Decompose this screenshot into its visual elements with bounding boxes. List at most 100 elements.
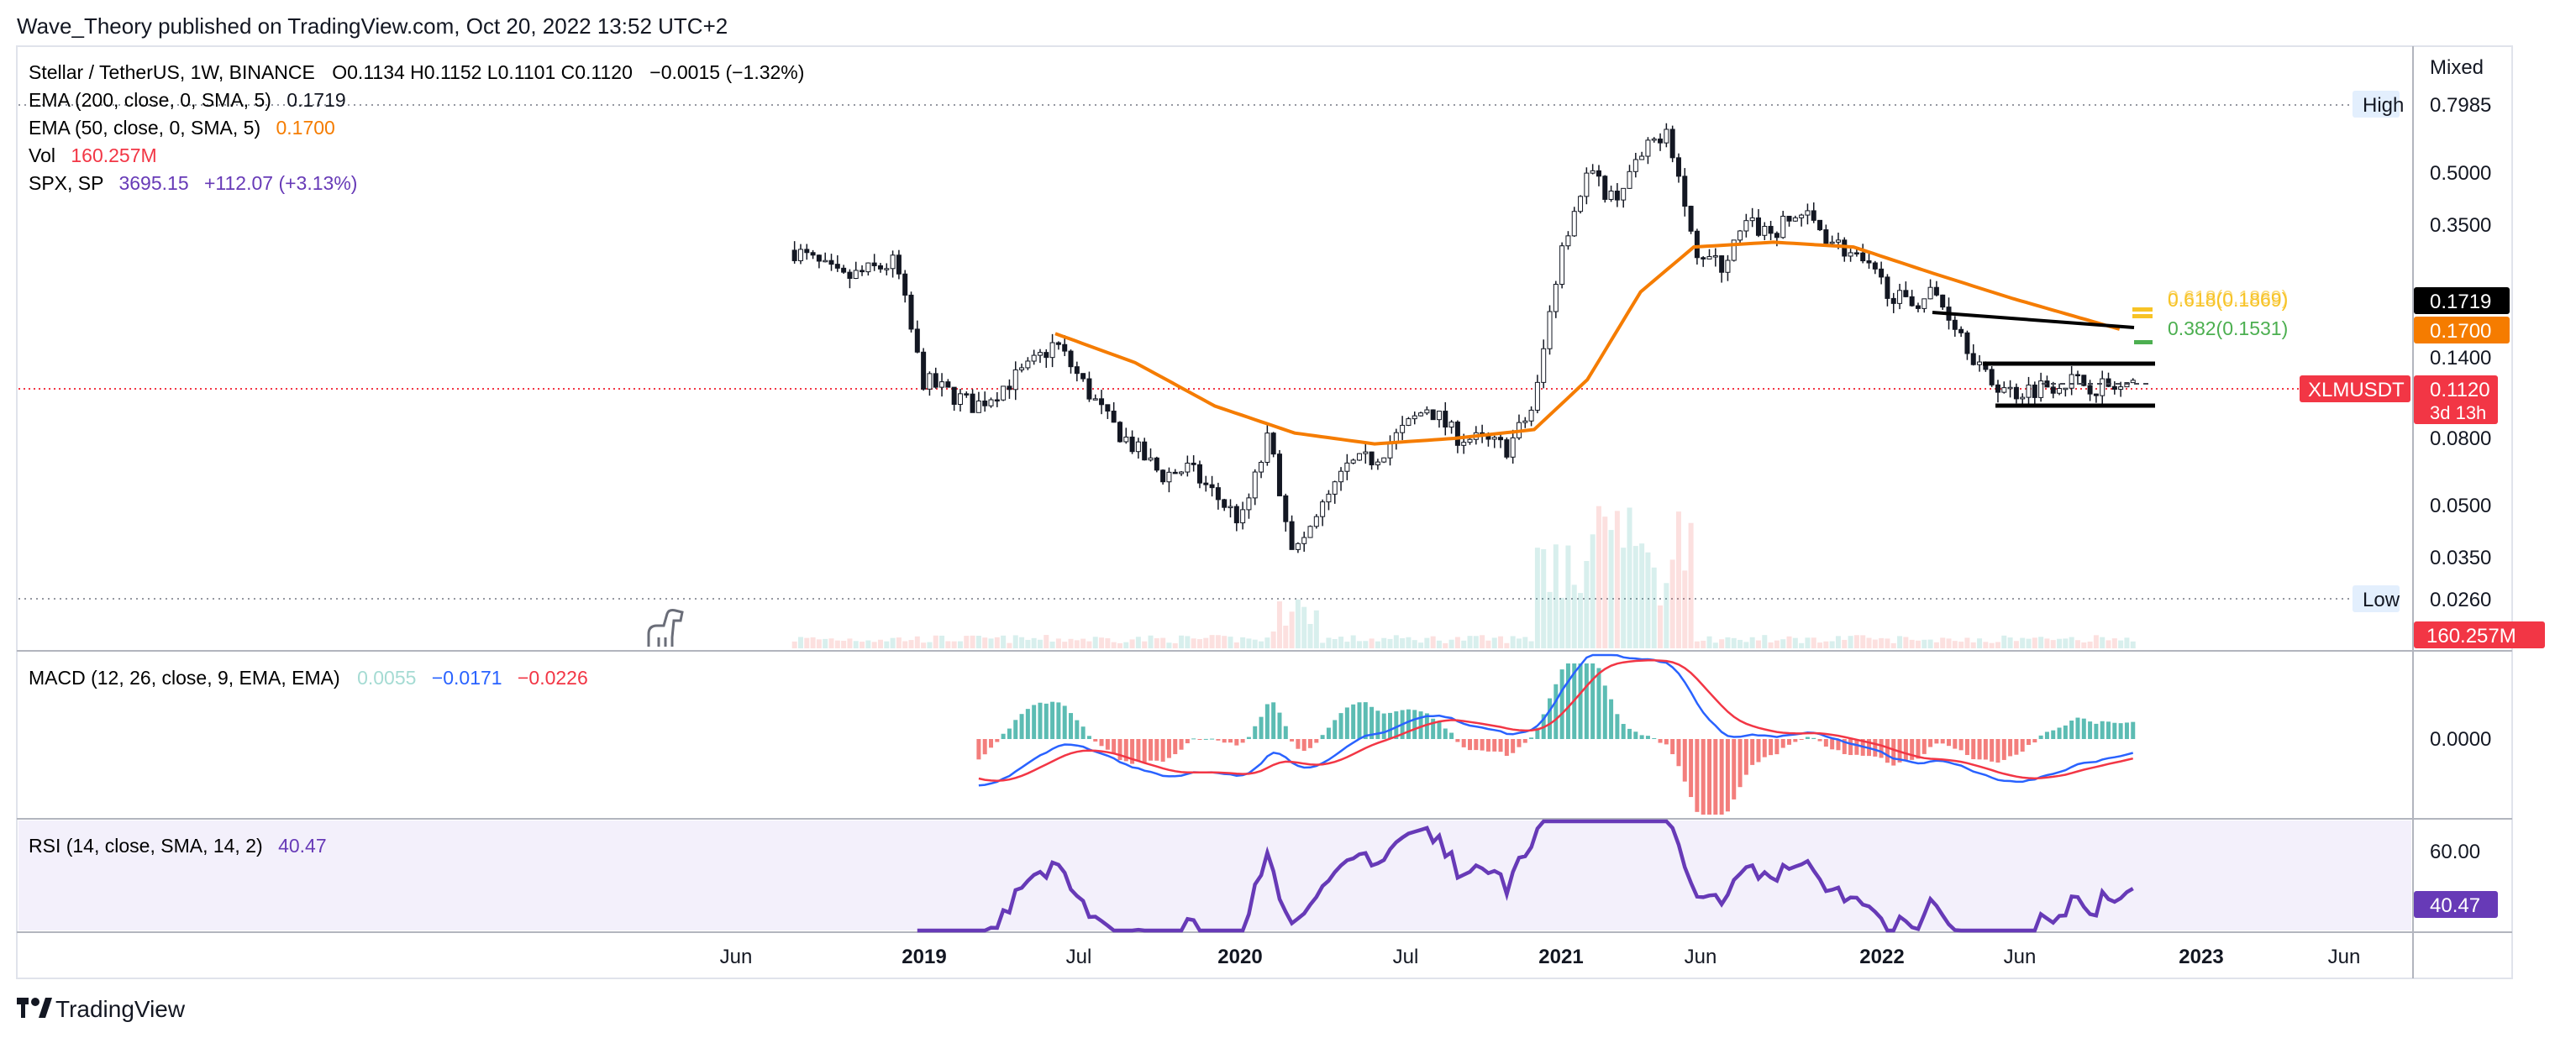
macd-hist-bar <box>1529 737 1534 739</box>
candle <box>1154 457 1159 471</box>
volume-bar <box>1233 642 1239 648</box>
footer-brand[interactable]: TradingView <box>55 996 186 1022</box>
volume-bar <box>1111 642 1117 648</box>
candle <box>1430 409 1436 421</box>
macd-hist-bar <box>1086 736 1091 739</box>
macd-hist-bar <box>2044 731 2049 739</box>
volume-bar <box>828 638 834 648</box>
volume-bar <box>1062 642 1068 648</box>
candle <box>1283 495 1289 522</box>
candle <box>1737 230 1743 241</box>
candle <box>1706 256 1712 260</box>
macd-hist-bar <box>1050 701 1055 739</box>
macd-legend[interactable]: MACD (12, 26, close, 9, EMA, EMA) 0.0055… <box>29 667 588 689</box>
macd-hist-bar <box>1461 739 1466 747</box>
volume-bar <box>2105 640 2111 648</box>
macd-hist-bar <box>1038 702 1043 739</box>
macd-hist-bar <box>1259 716 1264 739</box>
scale-mode[interactable]: Mixed <box>2430 56 2484 79</box>
volume-bar <box>1406 637 1412 648</box>
candle <box>2032 384 2037 398</box>
volume-bar <box>1749 637 1755 648</box>
rsi-badge-text: 40.47 <box>2430 894 2480 917</box>
macd-hist-bar <box>1548 698 1553 739</box>
candle <box>994 399 1000 402</box>
price-tick-5: 0.0350 <box>2430 547 2491 569</box>
candle <box>1142 441 1148 461</box>
macd-hist-bar <box>1535 727 1540 739</box>
volume-bar <box>1719 639 1725 648</box>
candle <box>1019 367 1025 370</box>
volume-bar <box>1946 638 1952 648</box>
volume-bar <box>1369 638 1375 648</box>
candle <box>1786 215 1792 222</box>
volume-bar <box>2057 638 2063 648</box>
volume-bar <box>1356 641 1362 648</box>
volume-label: Vol <box>29 144 55 166</box>
macd-hist-bar <box>1916 739 1921 759</box>
volume-bar <box>847 638 853 648</box>
candle <box>890 254 896 270</box>
candle <box>1326 493 1332 503</box>
macd-hist-bar <box>1793 739 1798 742</box>
candle <box>2124 382 2130 388</box>
candle <box>902 273 908 296</box>
volume-bar <box>1823 641 1829 648</box>
candle <box>841 267 847 273</box>
macd-hist-bar <box>2001 739 2006 760</box>
candle <box>933 373 938 388</box>
spx-legend[interactable]: SPX, SP 3695.15 +112.07 (+3.13%) <box>29 172 357 194</box>
rsi-label: RSI (14, close, SMA, 14, 2) <box>29 835 263 857</box>
macd-hist-bar <box>1344 707 1349 739</box>
macd-hist-bar <box>1062 705 1067 739</box>
candle <box>2007 386 2013 390</box>
macd-hist-bar <box>1253 726 1258 739</box>
rsi-band <box>18 820 2411 931</box>
macd-hist-bar <box>1879 739 1884 758</box>
macd-hist-bar <box>1363 702 1368 739</box>
ema200-legend[interactable]: EMA (200, close, 0, SMA, 5) 0.1719 <box>29 89 346 111</box>
volume-bar <box>964 636 970 648</box>
candle <box>1448 422 1454 428</box>
candle <box>1553 284 1559 312</box>
ema50-legend[interactable]: EMA (50, close, 0, SMA, 5) 0.1700 <box>29 117 335 139</box>
volume-bar <box>914 636 920 648</box>
volume-bar <box>1480 635 1485 648</box>
candle <box>1977 361 1983 365</box>
fib-618-marker-2 <box>2132 314 2153 318</box>
volume-bar <box>1264 637 1270 648</box>
macd-hist-bar <box>1375 710 1380 739</box>
volume-bar <box>834 640 840 648</box>
low-label-bg <box>2353 585 2400 612</box>
candle <box>1117 422 1122 443</box>
volume-legend[interactable]: Vol 160.257M <box>29 144 157 166</box>
symbol-legend[interactable]: Stellar / TetherUS, 1W, BINANCE O0.1134 … <box>29 61 804 83</box>
volume-bar <box>1430 636 1436 648</box>
macd-hist-bar <box>1842 739 1847 754</box>
countdown-text: 3d 13h <box>2430 402 2486 423</box>
volume-bar <box>871 642 877 648</box>
price-tick-3: 0.0800 <box>2430 427 2491 450</box>
macd-hist-bar <box>1910 739 1915 760</box>
ema200-badge-text: 0.1719 <box>2430 291 2491 313</box>
macd-hist-bar <box>1953 739 1958 749</box>
candle <box>1823 229 1829 244</box>
candle <box>1049 342 1055 359</box>
candle <box>2063 387 2069 391</box>
candle <box>921 351 927 390</box>
volume-bar <box>1313 610 1319 648</box>
macd-hist-bar <box>1160 739 1165 762</box>
volume-bar <box>1037 639 1043 648</box>
macd-hist-bar <box>1737 739 1743 788</box>
macd-hist-bar <box>2112 722 2117 739</box>
macd-hist-value: 0.0055 <box>357 667 416 689</box>
volume-bar <box>1970 642 1976 648</box>
rsi-legend[interactable]: RSI (14, close, SMA, 14, 2) 40.47 <box>29 835 327 857</box>
volume-bar <box>927 642 933 648</box>
volume-bar <box>1933 642 1939 648</box>
candle <box>927 373 933 390</box>
volume-bar <box>1326 637 1332 648</box>
candle <box>1461 442 1467 446</box>
candle <box>804 249 810 254</box>
volume-bar <box>1682 570 1688 648</box>
